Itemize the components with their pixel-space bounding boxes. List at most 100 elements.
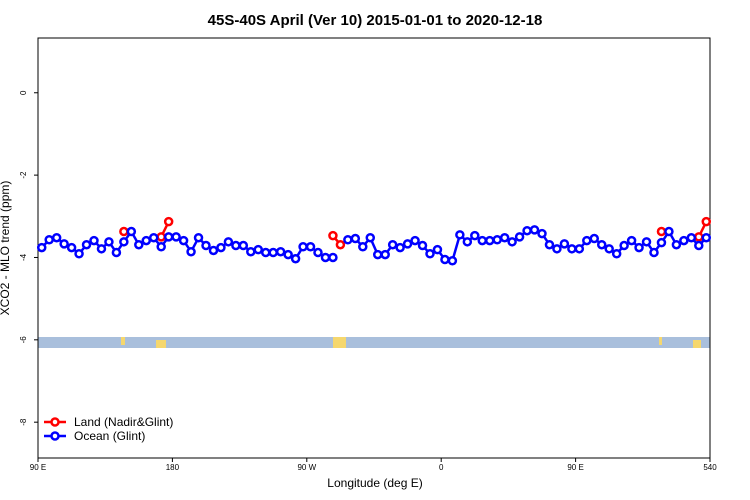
point [36,242,47,253]
point [104,237,114,247]
point [656,226,667,237]
x-tick-label: 90 W [297,463,316,472]
land-patch [693,340,701,348]
point [208,245,219,256]
point [499,232,510,243]
point [664,226,674,237]
point [171,232,181,242]
point [111,247,122,258]
point [223,237,234,247]
point [686,232,697,243]
point [201,240,211,251]
y-tick-label: -6 [19,336,28,344]
point [477,235,488,246]
point [66,242,77,253]
point [589,233,600,244]
ocean-strip [38,337,710,348]
point [611,249,622,259]
point [447,256,458,266]
point [694,240,704,251]
point [701,232,712,243]
point [387,239,398,250]
point [694,232,704,242]
point [193,232,204,243]
x-tick-label: 540 [703,463,717,472]
point [641,237,652,247]
point [343,235,353,245]
x-tick-label: 90 E [30,463,46,472]
point [305,242,316,252]
point [163,232,174,242]
point [701,216,712,227]
point [567,244,577,254]
legend-marker [50,417,60,427]
point [156,242,166,252]
point [275,246,286,257]
point [432,244,443,255]
surface-mask [38,337,710,348]
point [253,244,264,255]
point [395,242,405,253]
point [260,247,271,258]
point [492,235,502,245]
point [365,232,376,243]
land-patch [156,340,166,348]
point [148,232,159,243]
point [216,242,226,253]
point [313,247,323,258]
x-axis-label: Longitude (deg E) [327,476,422,490]
point [552,244,562,254]
point [163,216,174,227]
point [417,240,428,251]
point [455,230,465,240]
point [246,246,256,257]
point [119,237,129,247]
point [238,240,249,251]
point [134,239,144,250]
point [44,235,54,245]
y-axis-label: XCO2 - MLO trend (ppm) [0,181,12,316]
point [514,232,525,242]
point [507,237,517,247]
land-patch [333,337,346,348]
point [298,242,308,252]
point [283,249,293,260]
legend-marker [50,431,60,441]
point [59,239,69,249]
point [268,247,278,258]
point [671,239,682,250]
point [574,244,585,254]
point [529,225,540,235]
point [604,244,614,254]
point [410,235,420,246]
point [178,235,189,246]
land-patch [121,337,125,345]
point [81,239,92,250]
x-tick-label: 90 E [567,463,583,472]
point [126,226,137,237]
x-tick-label: 0 [439,463,444,472]
point [470,230,480,241]
land-patch [659,337,662,345]
point [51,232,62,243]
point [156,232,166,242]
point [626,235,637,246]
y-tick-label: -4 [19,253,28,261]
point [484,235,495,246]
point [119,226,129,237]
point [582,235,592,246]
y-tick-label: -8 [19,418,28,426]
point [74,249,84,259]
point [335,239,346,250]
point [186,246,196,257]
point [537,228,547,239]
point [425,249,435,259]
point [380,249,390,260]
point [328,252,338,263]
point [656,237,667,248]
point [619,240,629,251]
point [522,225,532,236]
legend-label: Ocean (Glint) [74,429,145,443]
point [328,230,338,241]
